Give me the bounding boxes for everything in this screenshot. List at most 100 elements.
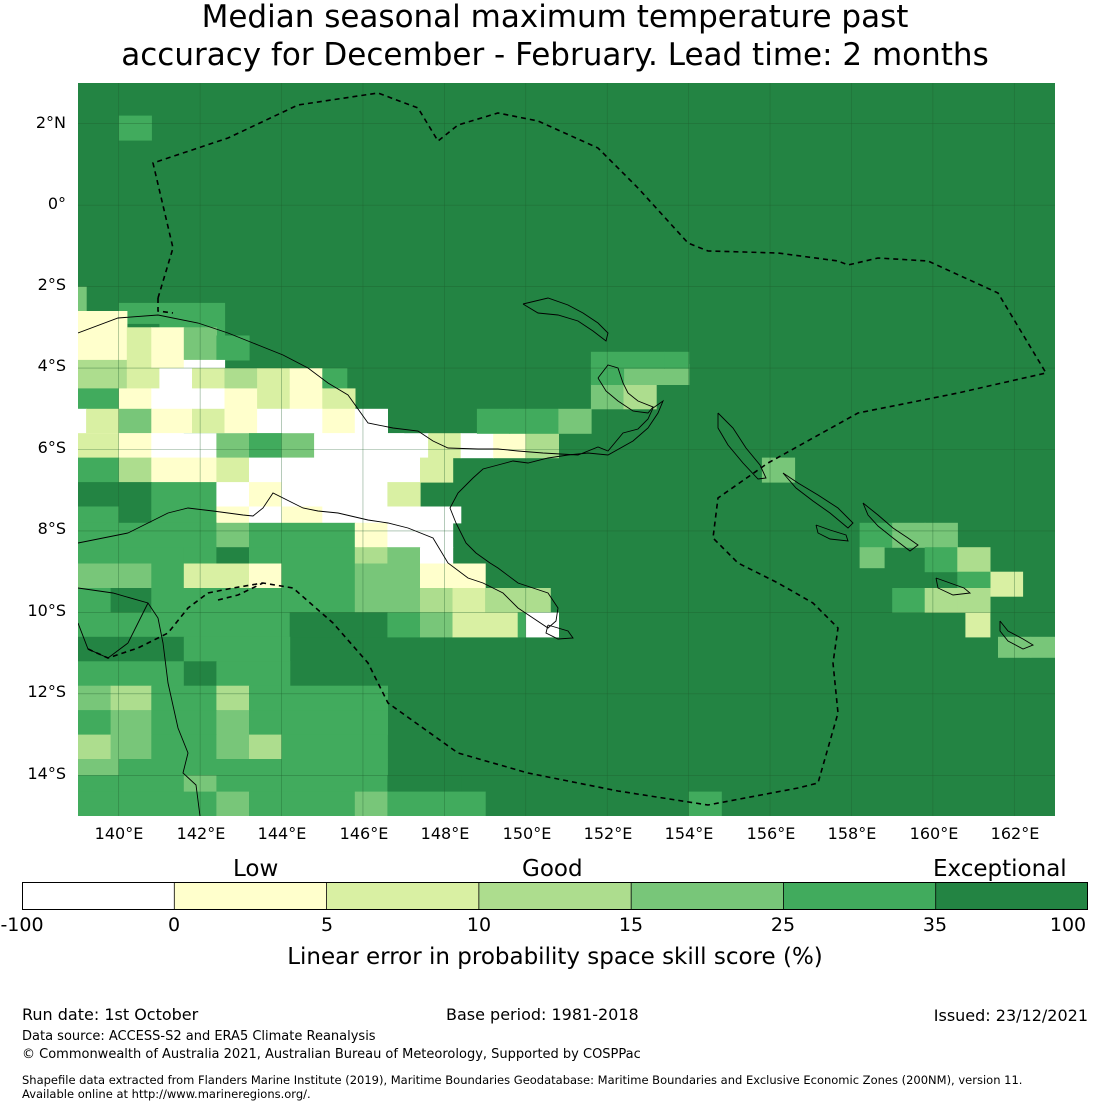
skill-cell xyxy=(289,388,323,410)
skill-cell xyxy=(78,734,112,760)
skill-cell xyxy=(151,388,193,410)
skill-cell xyxy=(281,506,323,524)
lat-label: 2°N xyxy=(35,113,66,132)
skill-cell xyxy=(493,433,527,459)
skill-cell xyxy=(216,482,250,508)
skill-cell xyxy=(257,408,291,434)
skill-cell xyxy=(989,571,1024,597)
colorbar-tick: -100 xyxy=(0,914,44,936)
skill-cell xyxy=(281,482,388,508)
skill-cell xyxy=(289,408,323,434)
skill-cell xyxy=(78,547,185,565)
lon-label: 146°E xyxy=(339,824,389,843)
skill-cell xyxy=(249,506,283,524)
skill-cell xyxy=(420,457,454,483)
coastline-cape-york xyxy=(78,587,201,816)
skill-cell xyxy=(289,612,388,638)
skill-cell xyxy=(281,734,388,760)
lon-label: 162°E xyxy=(990,824,1040,843)
skill-cell xyxy=(224,408,258,434)
colorbar-tick: 100 xyxy=(1049,914,1087,936)
skill-cell xyxy=(78,563,152,589)
coastline-bougainville xyxy=(717,412,767,480)
skill-cell xyxy=(354,547,388,565)
skill-cell xyxy=(216,547,250,565)
skill-cell xyxy=(118,433,152,459)
skill-cell xyxy=(476,408,511,434)
skill-cell xyxy=(924,522,958,548)
skill-cell xyxy=(525,433,559,459)
lon-label: 156°E xyxy=(746,824,796,843)
skill-cell xyxy=(216,791,250,816)
skill-cell xyxy=(78,685,112,711)
issued-date: Issued: 23/12/2021 xyxy=(933,1006,1088,1025)
skill-cell xyxy=(151,327,185,361)
skill-cell xyxy=(118,506,152,524)
skill-cell xyxy=(78,522,217,548)
skill-cell xyxy=(623,384,657,410)
skill-cell xyxy=(78,506,120,524)
colorbar-tick: 35 xyxy=(922,914,948,936)
skill-cell xyxy=(314,433,348,459)
skill-cell xyxy=(78,636,185,662)
run-date: Run date: 1st October xyxy=(22,1005,199,1024)
skill-cell xyxy=(78,408,87,434)
skill-cells xyxy=(78,115,1055,816)
skill-cell xyxy=(151,563,185,589)
skill-cell xyxy=(110,710,152,736)
colorbar-segment xyxy=(22,882,175,910)
copyright: © Commonwealth of Australia 2021, Austra… xyxy=(22,1047,641,1062)
skill-cell xyxy=(183,359,226,369)
skill-cell xyxy=(460,433,494,459)
skill-cell xyxy=(289,368,323,390)
skill-cell xyxy=(452,588,486,613)
colorbar-segment xyxy=(326,882,480,910)
skill-cell xyxy=(78,661,185,687)
skill-cell xyxy=(558,408,592,434)
colorbar-segment xyxy=(935,882,1088,910)
lon-label: 160°E xyxy=(909,824,959,843)
skill-cell xyxy=(257,368,291,390)
lat-label: 0° xyxy=(47,194,66,213)
skill-cell xyxy=(509,408,559,434)
skill-cell xyxy=(249,791,356,816)
skill-cell xyxy=(78,388,120,410)
skill-cell xyxy=(965,612,991,638)
chart-title: Median seasonal maximum temperature past… xyxy=(0,0,1110,74)
skill-cell xyxy=(216,734,250,760)
skill-cell xyxy=(354,408,388,434)
skill-cell xyxy=(322,408,356,434)
coastline-solomon-1 xyxy=(782,472,854,529)
lat-label: 6°S xyxy=(37,438,66,457)
skill-cell xyxy=(216,457,250,483)
data-source: Data source: ACCESS-S2 and ERA5 Climate … xyxy=(22,1029,376,1044)
skill-cell xyxy=(216,775,388,793)
skill-cell xyxy=(998,636,1032,658)
lat-label: 10°S xyxy=(27,601,66,620)
skill-cell xyxy=(354,588,421,613)
lon-label: 154°E xyxy=(664,824,714,843)
skill-cell xyxy=(151,588,356,613)
skill-cell xyxy=(420,612,454,638)
skill-cell xyxy=(452,563,486,589)
skill-cell xyxy=(192,408,226,434)
skill-cell xyxy=(78,359,128,369)
eez-boundaries xyxy=(87,92,1048,806)
title-line-2: accuracy for December - February. Lead t… xyxy=(121,37,989,73)
skill-cell xyxy=(957,547,991,573)
skill-cell xyxy=(249,522,356,548)
eez-australia xyxy=(217,582,264,601)
skill-cell xyxy=(78,759,120,776)
coastline-makira xyxy=(935,577,972,596)
coastline-new-britain xyxy=(522,297,609,342)
category-good: Good xyxy=(522,856,583,882)
colorbar xyxy=(22,882,1088,910)
skill-cell xyxy=(664,351,690,369)
colorbar-tick: 5 xyxy=(320,914,334,936)
skill-cell xyxy=(118,115,152,141)
colorbar-segment xyxy=(174,882,328,910)
skill-cell xyxy=(151,710,217,736)
skill-cell xyxy=(420,588,454,613)
colorbar-label: Linear error in probability space skill … xyxy=(287,944,823,970)
shapefile-credit-1: Shapefile data extracted from Flanders M… xyxy=(22,1073,1023,1087)
